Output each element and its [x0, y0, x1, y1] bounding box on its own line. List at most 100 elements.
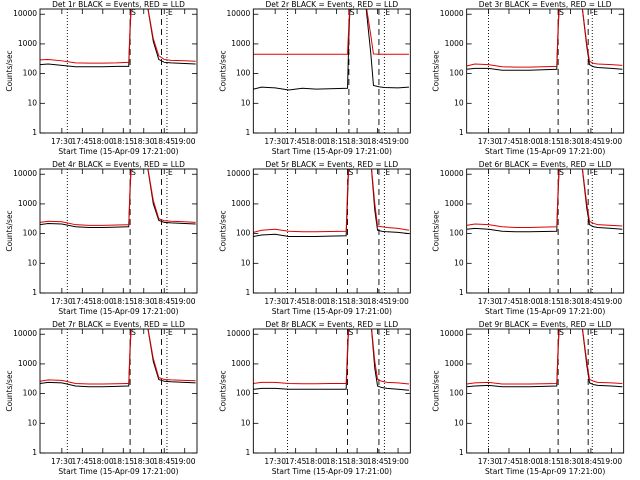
y-tick-label: 1000 — [231, 199, 250, 208]
y-axis-label: Counts/sec — [5, 210, 14, 251]
x-tick-label: 19:00 — [601, 137, 623, 146]
x-axis-label: Start Time (15-Apr-09 17:21:00) — [58, 467, 178, 476]
marker-label: E — [385, 328, 390, 337]
x-axis-label: Start Time (15-Apr-09 17:21:00) — [272, 467, 392, 476]
y-tick-label: 10 — [27, 98, 37, 107]
y-tick-label: 1000 — [445, 39, 464, 48]
x-tick-label: 18:30 — [560, 297, 582, 306]
x-tick-label: 19:00 — [174, 457, 196, 466]
x-axis-label: Start Time (15-Apr-09 17:21:00) — [58, 307, 178, 316]
y-tick-label: 100 — [23, 69, 38, 78]
y-tick-label: 10000 — [440, 169, 464, 178]
y-tick-label: 10000 — [13, 329, 37, 338]
y-axis-label: Counts/sec — [432, 370, 441, 411]
plot-frame — [252, 328, 411, 454]
marker-label: E — [168, 328, 173, 337]
y-tick-label: 100 — [449, 389, 464, 398]
x-tick-label: 18:15 — [539, 137, 561, 146]
y-tick-label: 1000 — [231, 39, 250, 48]
plot-frame — [39, 328, 198, 454]
y-tick-label: 10000 — [13, 169, 37, 178]
plot-frame — [252, 8, 411, 134]
marker-label: S — [349, 328, 354, 337]
marker-label: S — [559, 328, 564, 337]
x-tick-label: 18:30 — [346, 137, 368, 146]
x-tick-label: 17:30 — [51, 137, 73, 146]
series-line — [253, 9, 409, 55]
x-tick-label: 18:00 — [305, 297, 327, 306]
y-tick-label: 10 — [454, 418, 464, 427]
marker-label: S — [131, 8, 136, 17]
y-tick-label: 10000 — [13, 9, 37, 18]
plot-frame — [39, 8, 198, 134]
y-tick-label: 1000 — [18, 359, 37, 368]
x-tick-label: 19:00 — [601, 297, 623, 306]
x-axis-label: Start Time (15-Apr-09 17:21:00) — [272, 147, 392, 156]
x-tick-label: 17:45 — [498, 457, 520, 466]
y-axis-label: Counts/sec — [218, 370, 227, 411]
x-tick-label: 18:00 — [92, 297, 114, 306]
x-tick-label: 18:45 — [580, 457, 602, 466]
panel-title: Det 1r BLACK = Events, RED = LLD — [52, 0, 185, 9]
x-tick-label: 17:30 — [264, 137, 286, 146]
panel-title: Det 2r BLACK = Events, RED = LLD — [265, 0, 398, 9]
series-line — [253, 169, 410, 233]
x-tick-label: 19:00 — [387, 137, 409, 146]
x-tick-label: 18:30 — [133, 137, 155, 146]
y-tick-label: 1 — [32, 288, 37, 297]
x-tick-label: 18:00 — [305, 137, 327, 146]
x-tick-label: 18:00 — [519, 297, 541, 306]
panel-title: Det 7r BLACK = Events, RED = LLD — [52, 320, 185, 329]
y-tick-label: 10000 — [226, 169, 250, 178]
x-tick-label: 18:30 — [133, 297, 155, 306]
y-tick-label: 1 — [246, 288, 251, 297]
plot-frame — [252, 168, 411, 294]
y-tick-label: 100 — [236, 229, 251, 238]
y-tick-label: 10000 — [226, 329, 250, 338]
x-tick-label: 18:15 — [112, 137, 134, 146]
x-axis-label: Start Time (15-Apr-09 17:21:00) — [272, 307, 392, 316]
y-tick-label: 1 — [459, 448, 464, 457]
y-tick-label: 10 — [454, 98, 464, 107]
x-tick-label: 18:00 — [92, 137, 114, 146]
x-tick-label: 17:30 — [478, 457, 500, 466]
x-tick-label: 18:15 — [112, 297, 134, 306]
y-axis-label: Counts/sec — [5, 50, 14, 91]
panel: 1 10 100 1000 10000 17:3017:4518:0018:1518:30… — [5, 160, 198, 316]
x-tick-label: 18:15 — [112, 457, 134, 466]
marker-label: E — [593, 8, 598, 17]
y-axis-label: Counts/sec — [432, 210, 441, 251]
y-axis-label: Counts/sec — [218, 50, 227, 91]
panel-title: Det 6r BLACK = Events, RED = LLD — [479, 160, 612, 169]
x-tick-label: 18:00 — [92, 457, 114, 466]
y-tick-label: 10 — [241, 98, 251, 107]
panel-title: Det 5r BLACK = Events, RED = LLD — [265, 160, 398, 169]
y-tick-label: 10 — [27, 258, 37, 267]
x-tick-label: 18:00 — [519, 137, 541, 146]
y-tick-label: 1000 — [445, 359, 464, 368]
x-tick-label: 18:00 — [519, 457, 541, 466]
plot-frame — [466, 328, 625, 454]
x-tick-label: 18:30 — [560, 137, 582, 146]
x-tick-label: 18:15 — [539, 297, 561, 306]
x-tick-label: 17:30 — [51, 457, 73, 466]
series-line — [253, 9, 409, 91]
marker-label: E — [385, 168, 390, 177]
panel-title: Det 9r BLACK = Events, RED = LLD — [479, 320, 612, 329]
marker-label: E — [168, 168, 173, 177]
marker-label: E — [593, 168, 598, 177]
x-tick-label: 17:30 — [264, 297, 286, 306]
series-line — [466, 169, 623, 229]
y-tick-label: 1 — [32, 448, 37, 457]
x-tick-label: 19:00 — [387, 297, 409, 306]
x-tick-label: 19:00 — [174, 137, 196, 146]
y-tick-label: 1 — [246, 128, 251, 137]
x-tick-label: 18:45 — [153, 137, 175, 146]
y-tick-label: 10000 — [226, 9, 250, 18]
x-tick-label: 18:15 — [326, 297, 348, 306]
x-tick-label: 17:45 — [72, 457, 94, 466]
y-tick-label: 10 — [241, 418, 251, 427]
series-line — [40, 9, 196, 64]
y-tick-label: 10 — [241, 258, 251, 267]
